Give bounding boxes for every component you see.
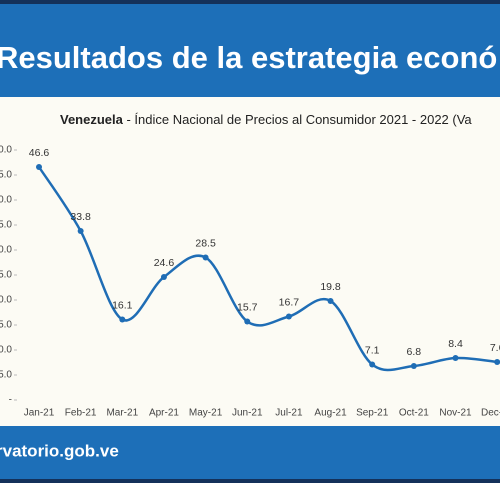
x-tick-label: Nov-21	[439, 408, 472, 419]
chart-title: Venezuela - Índice Nacional de Precios a…	[60, 112, 472, 127]
y-tick-label: 30.0	[0, 245, 12, 256]
x-tick-label: Feb-21	[65, 408, 97, 419]
data-point	[244, 318, 251, 325]
data-point	[327, 298, 334, 304]
data-label: 46.6	[29, 147, 50, 159]
data-point	[285, 313, 292, 320]
data-label: 28.5	[195, 237, 216, 249]
data-point	[410, 363, 417, 369]
plot: - 5.0 10.0 15.0 20.0 25.0 30.0 35.0 40.0 45.0 50.0…	[0, 145, 500, 419]
data-label: 7.6	[490, 342, 500, 354]
x-tick-label: Jan-21	[24, 408, 55, 419]
y-tick-label: 10.0	[0, 345, 12, 356]
y-tick-label: 50.0	[0, 145, 12, 156]
chart-title-country: Venezuela	[60, 112, 124, 127]
bottom-edge	[0, 479, 500, 483]
y-tick-label: 35.0	[0, 220, 12, 231]
top-edge	[0, 0, 500, 4]
x-tick-label: Jul-21	[275, 408, 303, 419]
data-label: 15.7	[237, 301, 258, 313]
x-tick-label: Oct-21	[399, 408, 429, 419]
data-label: 6.8	[407, 346, 422, 358]
data-label: 24.6	[154, 257, 175, 269]
y-tick-label: 15.0	[0, 320, 12, 331]
y-tick-label: 5.0	[0, 370, 12, 381]
banner-title: Resultados de la estrategia econó	[0, 40, 497, 75]
y-tick-label: 20.0	[0, 295, 12, 306]
chart-bg	[0, 97, 500, 426]
x-tick-label: Apr-21	[149, 408, 179, 419]
data-point	[160, 274, 167, 280]
data-point	[77, 228, 84, 234]
x-tick-label: Jun-21	[232, 408, 263, 419]
data-point	[202, 254, 209, 261]
data-point	[494, 359, 500, 365]
data-label: 33.8	[70, 211, 91, 223]
data-label: 16.1	[112, 299, 133, 311]
data-label: 16.7	[279, 296, 300, 308]
data-label: 19.8	[320, 281, 341, 293]
data-point	[119, 316, 126, 323]
data-point	[36, 164, 42, 170]
x-tick-label: Aug-21	[314, 408, 347, 419]
y-tick-label: 45.0	[0, 170, 12, 181]
y-tick-label: 25.0	[0, 270, 12, 281]
x-tick-label: Sep-21	[356, 408, 389, 419]
x-tick-label: Dec-21	[481, 408, 500, 419]
data-point	[452, 355, 459, 361]
y-tick-label: -	[9, 395, 12, 406]
data-label: 7.1	[365, 344, 380, 356]
x-tick-label: Mar-21	[106, 408, 138, 419]
data-label: 8.4	[448, 338, 463, 350]
x-tick-label: May-21	[189, 408, 223, 419]
footer-url: rvatorio.gob.ve	[0, 441, 119, 460]
chart-title-text: - Índice Nacional de Precios al Consumid…	[123, 112, 473, 127]
y-tick-label: 40.0	[0, 195, 12, 206]
data-point	[369, 361, 376, 368]
